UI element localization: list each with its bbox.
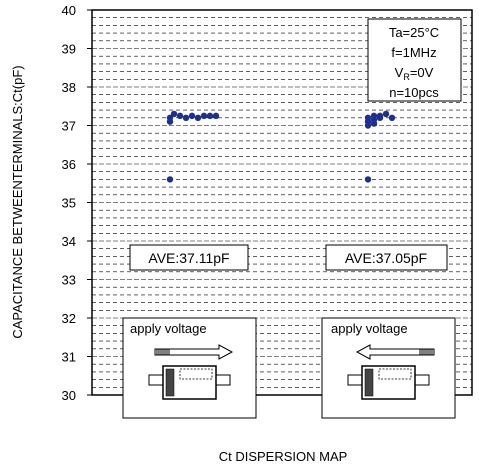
average-label-2: AVE:37.05pF (345, 250, 427, 266)
average-label-1: AVE:37.11pF (148, 250, 229, 266)
vr-suffix: =0V (410, 65, 434, 80)
conditions-box (367, 18, 462, 102)
y-tick-label: 38 (62, 80, 76, 95)
data-points (166, 110, 396, 183)
condition-sample-count: n=10pcs (389, 85, 439, 100)
data-point (182, 114, 190, 122)
data-point (212, 112, 220, 120)
average-box-2 (325, 244, 448, 271)
arrow-right-icon (154, 344, 234, 360)
y-tick-label: 40 (62, 3, 76, 18)
x-axis-label: Ct DISPERSION MAP (219, 449, 348, 464)
y-axis-label: CAPACITANCE BETWEENTERMINALS:Ct(pF) (10, 65, 25, 338)
y-tick-label: 32 (62, 311, 76, 326)
conditions-legend: Ta=25°C f=1MHz VR=0V n=10pcs (367, 18, 462, 102)
data-point (188, 112, 196, 120)
data-point (364, 122, 372, 129)
y-tick-label: 33 (62, 273, 76, 288)
data-point (388, 114, 396, 122)
data-point (382, 110, 390, 118)
apply-voltage-label-2: apply voltage (331, 321, 408, 336)
data-point (170, 110, 178, 118)
condition-temperature: Ta=25°C (389, 25, 439, 40)
vr-prefix: V (395, 65, 404, 80)
average-label-group-2: AVE:37.05pF (325, 244, 448, 271)
y-tick-label: 31 (62, 350, 76, 365)
average-box-1 (129, 244, 249, 271)
y-tick-label: 36 (62, 157, 76, 172)
data-point (206, 112, 214, 120)
diode-component-icon (347, 365, 430, 400)
y-tick-label: 30 (62, 388, 76, 403)
data-point (200, 112, 208, 120)
y-tick-label: 34 (62, 234, 76, 249)
data-point (176, 112, 184, 120)
diode-component-icon (148, 365, 231, 400)
data-point (166, 176, 174, 183)
y-tick-label: 39 (62, 42, 76, 57)
data-point (370, 120, 378, 127)
y-tick-label: 37 (62, 119, 76, 134)
apply-voltage-panel-1: apply voltage (122, 317, 257, 419)
apply-voltage-panel-2: apply voltage (321, 317, 456, 419)
arrow-left-icon (355, 344, 435, 360)
apply-voltage-label-1: apply voltage (130, 321, 207, 336)
condition-frequency: f=1MHz (391, 45, 436, 60)
vr-subscript: R (403, 72, 410, 82)
data-point (364, 176, 372, 183)
y-tick-label: 35 (62, 196, 76, 211)
data-point (376, 114, 384, 122)
data-point (194, 114, 202, 122)
plot-frame (91, 9, 473, 396)
condition-reverse-voltage: VR=0V (395, 65, 434, 82)
y-axis-ticks: 30 31 32 33 34 35 36 37 38 39 40 (62, 3, 92, 403)
average-label-group-1: AVE:37.11pF (129, 244, 249, 271)
data-point (166, 118, 174, 125)
